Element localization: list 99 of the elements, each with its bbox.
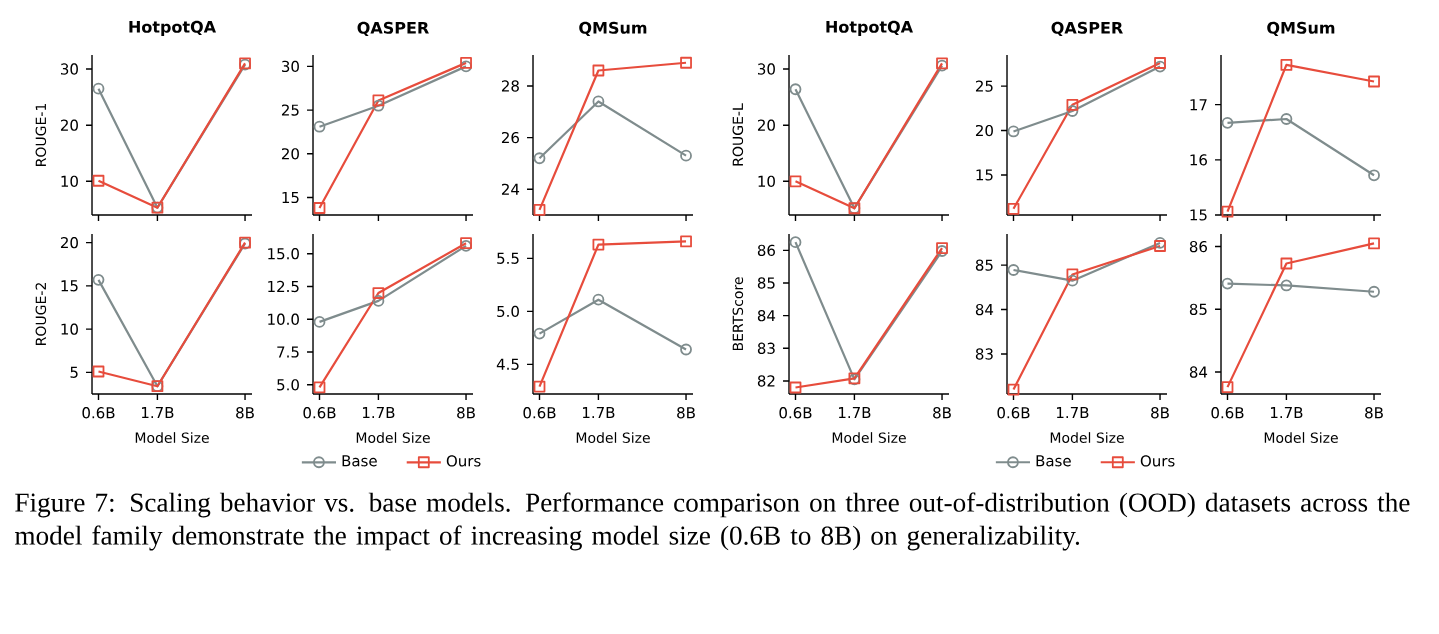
point	[1221, 116, 1234, 129]
y-tick-label: 20	[757, 119, 775, 131]
legend-label: Ours	[1140, 455, 1175, 467]
y-tick-label: 28	[501, 80, 519, 92]
y-axis-title: ROUGE-1	[35, 103, 47, 166]
x-tick-label: 1.7B	[1271, 407, 1303, 419]
x-axis-title: Model Size	[576, 432, 650, 443]
y-tick-label: 85	[757, 277, 775, 289]
x-tick-label: 8B	[933, 407, 951, 419]
y-tick-label: 15	[61, 280, 78, 292]
y-tick-label: 86	[1189, 240, 1207, 253]
x-axis-title: Model Size	[135, 432, 209, 443]
point	[533, 152, 546, 165]
y-tick-label: 16	[1190, 154, 1207, 166]
y-tick-label: 82	[757, 375, 775, 387]
y-tick-label: 10	[61, 175, 78, 187]
y-tick-label: 20	[281, 148, 299, 160]
y-tick-label: 25	[975, 80, 993, 92]
y-tick-label: 10	[61, 323, 78, 335]
y-tick-label: 5.0	[497, 305, 519, 318]
caption: Figure 7: Scaling behavior vs. base models. Performance comparison on three out-of-distribution (OOD) datasets across the model family demonstrate the impact of increasing model size (0.6B to 8B) on generalizability.	[14, 492, 1410, 551]
point	[680, 149, 692, 162]
y-axis-title: ROUGE-2	[35, 283, 47, 345]
x-tick-label: 8B	[1365, 407, 1383, 419]
point	[1368, 169, 1380, 182]
point	[92, 82, 105, 95]
x-tick-label: 8B	[457, 407, 475, 419]
y-axis-title: BERTScore	[732, 277, 744, 351]
y-tick-label: 5.5	[497, 252, 519, 264]
x-tick-label: 1.7B	[583, 407, 615, 419]
x-tick-label: 8B	[236, 407, 254, 419]
point	[789, 83, 802, 96]
x-tick-label: 1.7B	[142, 407, 174, 419]
point	[313, 202, 326, 214]
x-tick-label: 8B	[677, 407, 695, 419]
y-axis-title: ROUGE-L	[732, 103, 744, 166]
y-tick-label: 30	[61, 63, 78, 75]
point	[313, 120, 326, 133]
y-tick-label: 25	[281, 104, 299, 116]
y-tick-label: 10.0	[268, 313, 299, 325]
y-tick-label: 84	[975, 303, 994, 316]
x-tick-label: 1.7B	[363, 407, 395, 419]
y-tick-label: 15.0	[268, 248, 299, 260]
legend-label: Base	[1036, 455, 1071, 467]
point	[92, 174, 105, 187]
chart-title: HotpotQA	[129, 20, 216, 36]
y-tick-label: 83	[975, 348, 993, 360]
x-tick-label: 0.6B	[779, 407, 812, 419]
x-tick-label: 1.7B	[839, 407, 871, 419]
y-tick-label: 15	[282, 191, 299, 204]
x-tick-label: 8B	[1151, 407, 1169, 419]
legend-label: Ours	[446, 455, 481, 467]
y-tick-label: 84	[757, 309, 776, 322]
y-tick-label: 10	[758, 175, 775, 187]
x-tick-label: 0.6B	[303, 407, 336, 419]
y-tick-label: 7.5	[277, 346, 299, 358]
y-tick-label: 5	[70, 366, 78, 378]
y-tick-label: 15	[976, 169, 993, 181]
x-axis-title: Model Size	[1050, 432, 1124, 443]
y-tick-label: 20	[975, 124, 993, 137]
x-axis-title: Model Size	[1264, 432, 1338, 443]
y-tick-label: 20	[60, 236, 78, 249]
y-tick-label: 20	[60, 119, 78, 131]
y-tick-label: 12.5	[268, 280, 299, 293]
chart-title: QASPER	[357, 21, 429, 36]
y-tick-label: 5.0	[277, 379, 299, 391]
y-tick-label: 15	[1190, 209, 1207, 221]
x-tick-label: 1.7B	[1057, 407, 1089, 418]
point	[680, 56, 692, 69]
x-tick-label: 0.6B	[997, 407, 1030, 419]
y-tick-label: 83	[757, 342, 775, 354]
chart-title: QMSum	[579, 21, 647, 36]
point	[1221, 205, 1234, 218]
y-tick-label: 26	[501, 131, 519, 144]
y-tick-label: 30	[282, 60, 299, 73]
y-tick-label: 85	[975, 259, 993, 271]
legend-label: Base	[342, 455, 377, 467]
y-tick-label: 84	[1189, 366, 1208, 378]
point	[460, 56, 472, 69]
y-tick-label: 85	[1189, 303, 1207, 315]
chart-title: QASPER	[1051, 21, 1123, 36]
point	[1007, 202, 1020, 215]
x-tick-label: 0.6B	[523, 407, 556, 419]
y-tick-label: 30	[758, 63, 775, 75]
y-tick-label: 17	[1190, 99, 1207, 111]
chart-title: HotpotQA	[826, 20, 913, 36]
x-axis-title: Model Size	[356, 432, 430, 443]
x-tick-label: 0.6B	[82, 407, 115, 419]
y-tick-label: 86	[757, 244, 775, 257]
chart-title: QMSum	[1267, 21, 1335, 36]
point	[1154, 57, 1166, 69]
y-tick-label: 4.5	[496, 358, 519, 370]
point	[789, 175, 802, 188]
x-tick-label: 0.6B	[1211, 407, 1244, 419]
y-tick-label: 24	[501, 183, 520, 195]
point	[1007, 125, 1020, 138]
point	[1368, 75, 1380, 88]
x-axis-title: Model Size	[832, 432, 906, 443]
point	[533, 203, 546, 216]
